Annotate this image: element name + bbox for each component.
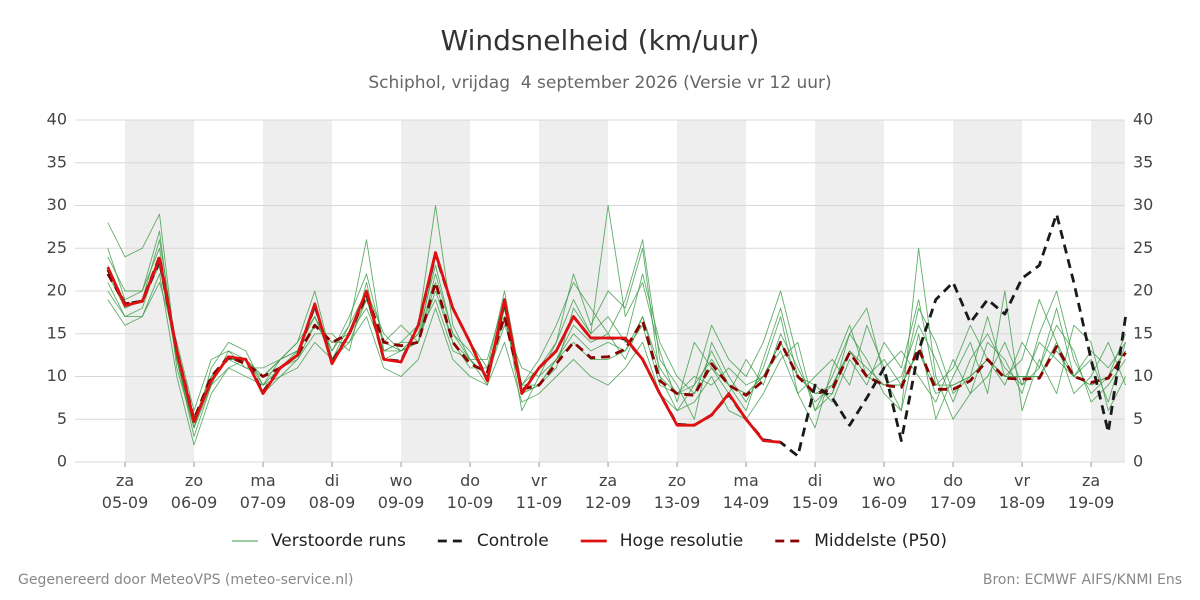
y-tick-label: 35 (47, 152, 67, 171)
y-tick-label: 40 (47, 110, 67, 129)
x-tick-label: wo 09-09 (378, 471, 425, 512)
legend-label: Hoge resolutie (620, 531, 744, 551)
x-tick-label: do 10-09 (447, 471, 494, 512)
ensemble-line (107, 230, 1127, 429)
x-tick-label: za 05-09 (102, 471, 149, 512)
y2-tick-label: 15 (1133, 323, 1153, 342)
x-tick-label: za 12-09 (585, 471, 632, 512)
x-tick-label: di 15-09 (792, 471, 839, 512)
ensemble-line (107, 239, 1127, 420)
x-tick-label: zo 06-09 (171, 471, 218, 512)
x-tick-label: wo 16-09 (861, 471, 908, 512)
x-tick-label: do 17-09 (930, 471, 977, 512)
y2-tick-label: 10 (1133, 366, 1153, 385)
x-tick-label: zo 13-09 (654, 471, 701, 512)
legend-label: Middelste (P50) (814, 531, 947, 551)
y2-tick-label: 35 (1133, 152, 1153, 171)
y2-tick-label: 25 (1133, 238, 1153, 257)
y2-tick-label: 30 (1133, 195, 1153, 214)
x-tick-label: ma 14-09 (723, 471, 770, 512)
legend-label: Verstoorde runs (271, 531, 406, 551)
y-tick-label: 5 (57, 409, 67, 428)
x-tick-label: vr 11-09 (516, 471, 563, 512)
chart-subtitle: Schiphol, vrijdag 4 september 2026 (Vers… (368, 73, 831, 93)
x-tick-label: ma 07-09 (240, 471, 287, 512)
y-tick-label: 30 (47, 195, 67, 214)
y2-tick-label: 5 (1133, 409, 1143, 428)
y-tick-label: 0 (57, 452, 67, 471)
legend-label: Controle (477, 531, 549, 551)
x-tick-label: za 19-09 (1068, 471, 1115, 512)
x-tick-label: vr 18-09 (999, 471, 1046, 512)
y2-tick-label: 0 (1133, 452, 1143, 471)
chart-title: Windsnelheid (km/uur) (441, 24, 760, 57)
ensemble-line (107, 273, 1127, 446)
series-line (106, 251, 781, 444)
y2-tick-label: 20 (1133, 281, 1153, 300)
footer-right: Bron: ECMWF AIFS/KNMI Ens (983, 572, 1182, 588)
x-tick-label: di 08-09 (309, 471, 356, 512)
series-line (106, 255, 1127, 421)
series-line (106, 212, 1127, 458)
y2-tick-label: 40 (1133, 110, 1153, 129)
y-tick-label: 20 (47, 281, 67, 300)
footer-left: Gegenereerd door MeteoVPS (meteo-service… (18, 572, 353, 588)
y-tick-label: 10 (47, 366, 67, 385)
y-tick-label: 15 (47, 323, 67, 342)
y-tick-label: 25 (47, 238, 67, 257)
